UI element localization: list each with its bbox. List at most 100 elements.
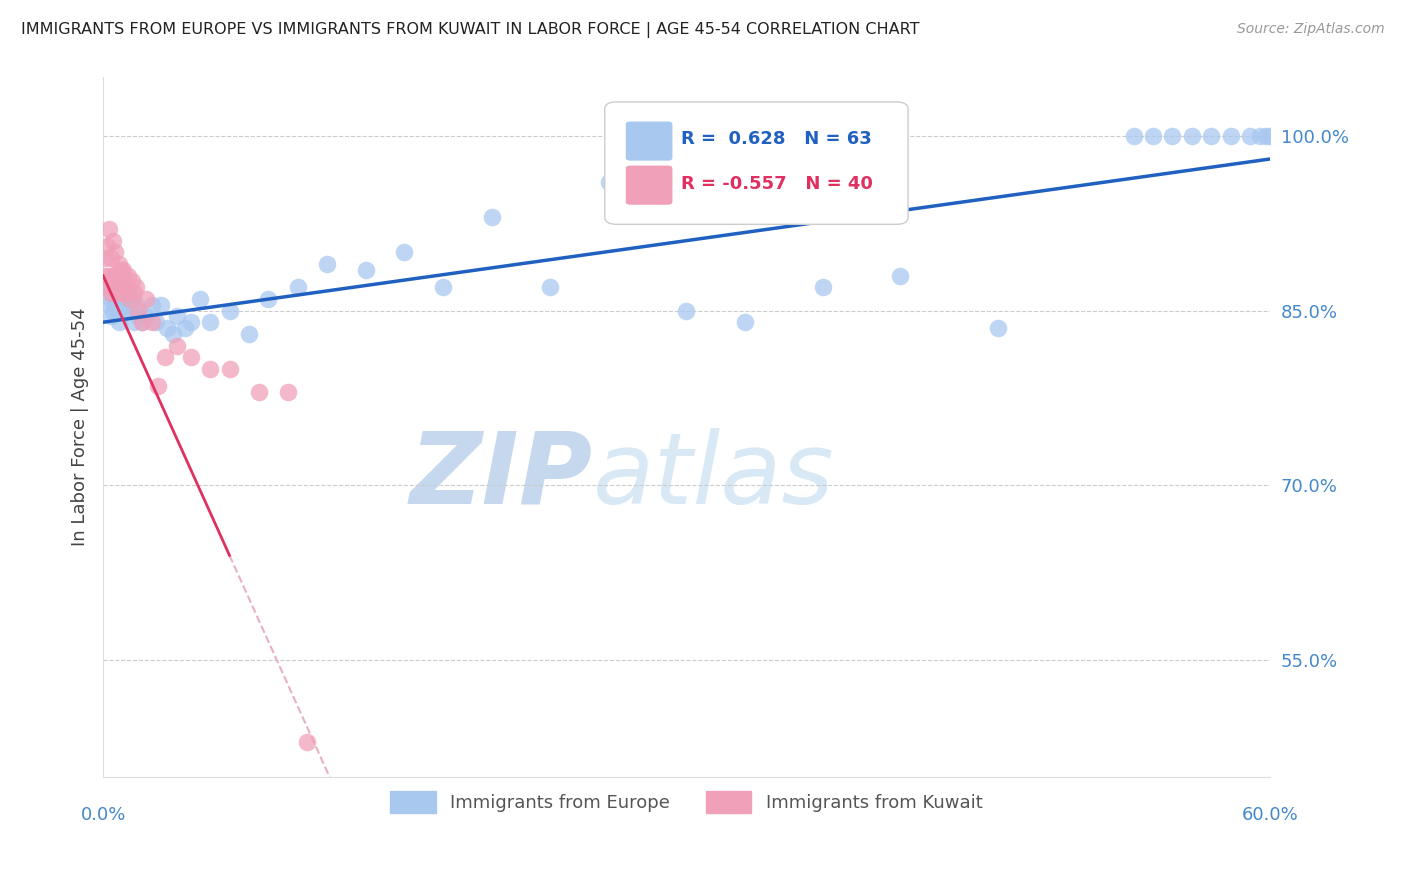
Point [94,251,117,265]
Point [146,379,169,393]
Point [114,275,136,289]
Text: ZIP: ZIP [411,427,593,524]
Point [986,321,1008,335]
Point [117,286,139,301]
Point [394,245,416,260]
Point [104,280,127,294]
Point [127,303,149,318]
Point [145,315,167,329]
Point [218,303,240,318]
Point [111,286,134,301]
Point [122,315,145,329]
Point [110,262,132,277]
Point [104,298,127,312]
Point [110,298,132,312]
Point [105,275,128,289]
Point [96,239,118,253]
Text: Source: ZipAtlas.com: Source: ZipAtlas.com [1237,22,1385,37]
Point [889,268,911,283]
Point [1161,128,1184,143]
Point [1249,128,1271,143]
Point [1142,128,1164,143]
FancyBboxPatch shape [626,121,672,161]
Point [166,338,188,352]
Point [101,268,124,283]
Point [97,222,120,236]
Point [811,280,834,294]
Point [734,315,756,329]
Text: 0.0%: 0.0% [80,806,125,824]
Point [107,292,129,306]
Text: atlas: atlas [593,427,835,524]
Point [141,298,163,312]
Point [100,251,122,265]
Text: R =  0.628   N = 63: R = 0.628 N = 63 [681,130,872,148]
Point [675,303,697,318]
Point [432,280,454,294]
Point [122,286,145,301]
Point [96,280,118,294]
Point [166,310,188,324]
Point [120,303,142,318]
Point [198,362,221,376]
Point [131,315,153,329]
FancyBboxPatch shape [626,166,672,205]
Point [105,303,128,318]
Point [198,315,221,329]
Point [287,280,309,294]
Point [297,735,319,749]
Point [105,286,128,301]
Point [121,275,143,289]
Point [104,280,127,294]
Point [115,298,138,312]
Point [120,292,142,306]
Text: R = -0.557   N = 40: R = -0.557 N = 40 [681,175,873,193]
Point [100,292,122,306]
Point [1201,128,1223,143]
Point [101,303,124,318]
Point [107,280,129,294]
Legend: Immigrants from Europe, Immigrants from Kuwait: Immigrants from Europe, Immigrants from … [384,784,990,821]
Point [96,280,118,294]
Point [1181,128,1204,143]
Point [1122,128,1144,143]
Point [115,280,138,294]
Point [354,262,377,277]
Point [117,268,139,283]
Point [277,385,299,400]
Point [100,310,122,324]
Point [1239,128,1261,143]
Point [135,292,157,306]
Point [125,280,148,294]
Point [162,326,184,341]
Point [107,315,129,329]
Point [180,315,202,329]
Point [218,362,240,376]
Point [188,292,211,306]
Point [111,286,134,301]
Point [180,350,202,364]
Point [481,211,503,225]
Point [111,262,134,277]
Point [1219,128,1241,143]
Point [97,298,120,312]
Point [247,385,270,400]
Point [97,275,120,289]
Point [100,286,122,301]
Point [141,315,163,329]
Point [111,303,134,318]
Point [97,268,120,283]
Point [110,280,132,294]
FancyBboxPatch shape [605,102,908,224]
Point [101,234,124,248]
Point [538,280,561,294]
Point [173,321,195,335]
Point [114,292,136,306]
Point [121,292,143,306]
Text: 60.0%: 60.0% [1241,806,1298,824]
Point [1254,128,1277,143]
Point [135,310,157,324]
Point [104,245,127,260]
Point [156,321,179,335]
Point [238,326,260,341]
